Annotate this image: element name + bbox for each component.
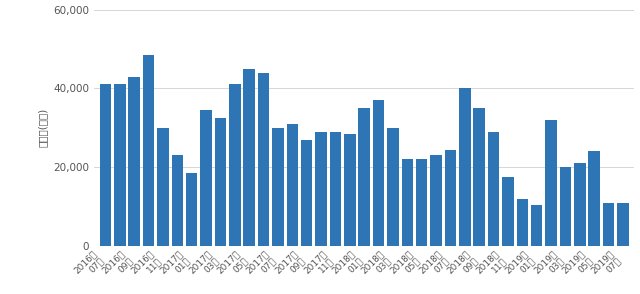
Bar — [531, 205, 543, 246]
Bar — [344, 134, 356, 246]
Bar — [316, 132, 327, 246]
Bar — [401, 159, 413, 246]
Bar — [157, 128, 169, 246]
Y-axis label: 거래량(건수): 거래량(건수) — [38, 108, 47, 148]
Bar — [459, 88, 470, 246]
Bar — [445, 150, 456, 246]
Bar — [474, 108, 485, 246]
Bar — [430, 156, 442, 246]
Bar — [373, 100, 385, 246]
Bar — [186, 173, 198, 246]
Bar — [416, 159, 428, 246]
Bar — [243, 69, 255, 246]
Bar — [258, 73, 269, 246]
Bar — [617, 203, 628, 246]
Bar — [603, 203, 614, 246]
Bar — [588, 151, 600, 246]
Bar — [200, 110, 212, 246]
Bar — [129, 76, 140, 246]
Bar — [272, 128, 284, 246]
Bar — [330, 132, 341, 246]
Bar — [229, 84, 241, 246]
Bar — [574, 163, 586, 246]
Bar — [502, 177, 514, 246]
Bar — [301, 140, 312, 246]
Bar — [172, 156, 183, 246]
Bar — [114, 84, 125, 246]
Bar — [100, 84, 111, 246]
Bar — [358, 108, 370, 246]
Bar — [516, 199, 528, 246]
Bar — [214, 118, 226, 246]
Bar — [488, 132, 499, 246]
Bar — [143, 55, 154, 246]
Bar — [545, 120, 557, 246]
Bar — [560, 167, 571, 246]
Bar — [387, 128, 399, 246]
Bar — [287, 124, 298, 246]
